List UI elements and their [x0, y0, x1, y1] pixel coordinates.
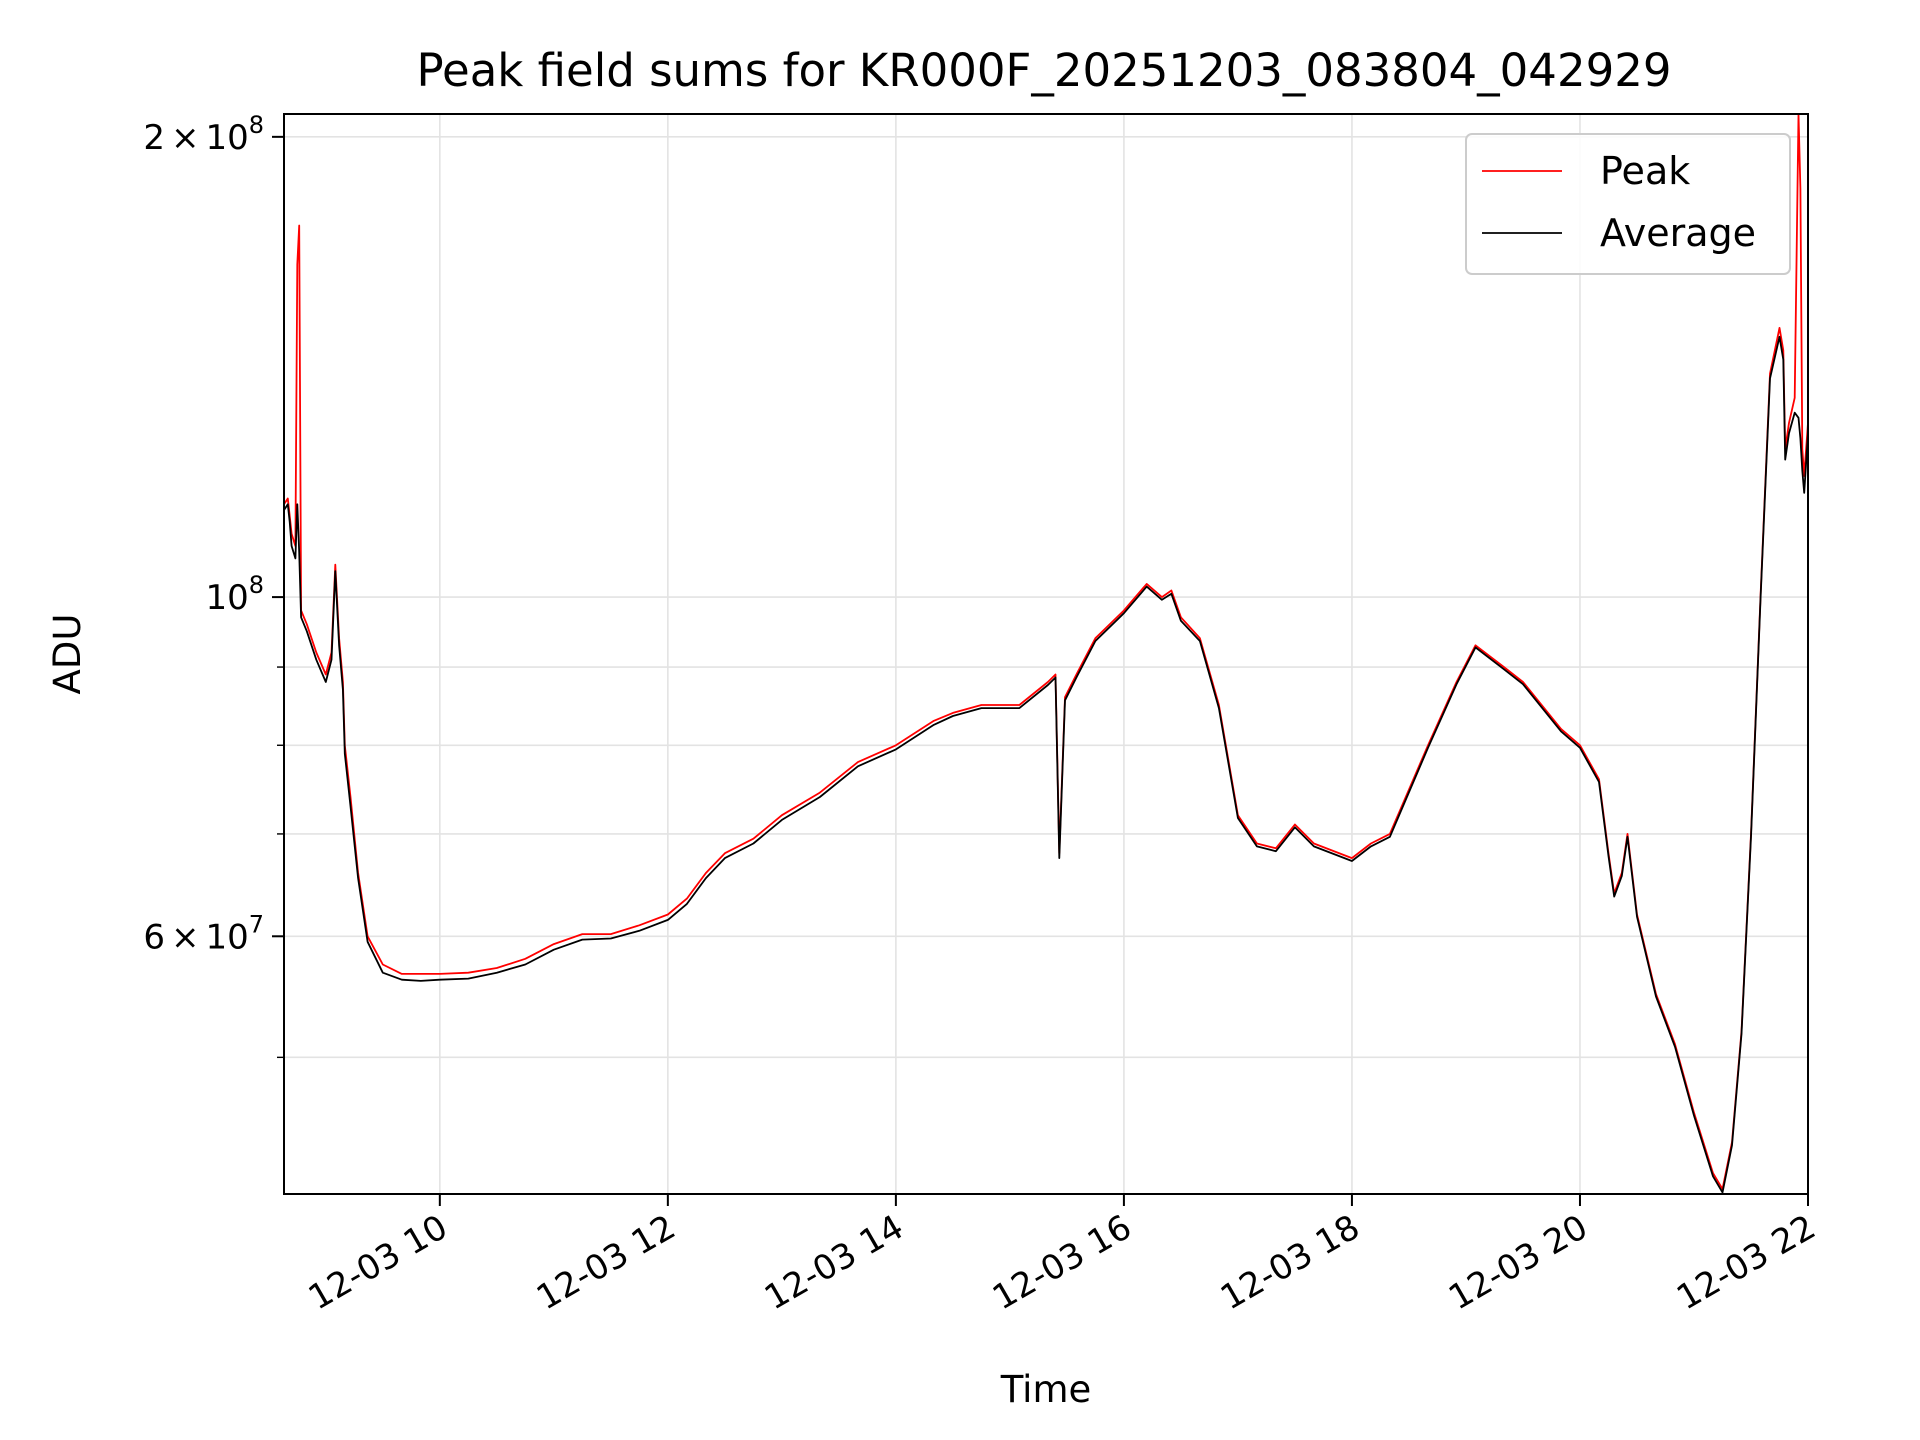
legend-label: Average: [1600, 211, 1756, 255]
legend-box: [1465, 133, 1791, 275]
series-line-average: [284, 335, 1808, 1194]
y-tick-mantissa: 6: [143, 917, 165, 957]
series-line-peak: [284, 114, 1808, 1190]
y-tick-mantissa: 2: [143, 118, 165, 158]
y-tick-base: 10: [205, 917, 248, 957]
y-tick-exponent: 8: [249, 571, 264, 599]
y-tick-times: ×: [171, 118, 200, 158]
y-tick-label: 6 × 107: [143, 910, 264, 957]
chart-title: Peak field sums for KR000F_20251203_0838…: [417, 44, 1672, 97]
legend: Peak Average: [1465, 133, 1791, 275]
y-axis-label: ADU: [46, 614, 89, 695]
legend-label: Peak: [1600, 149, 1690, 193]
y-tick-times: ×: [171, 917, 200, 957]
x-axis-label: Time: [1000, 1368, 1092, 1411]
y-tick-exponent: 7: [249, 910, 264, 938]
series-layer: [284, 114, 1808, 1194]
y-tick-exponent: 8: [249, 111, 264, 139]
y-tick-label: 108: [205, 571, 264, 618]
y-tick-label: 2 × 108: [143, 111, 264, 158]
y-tick-base: 10: [205, 118, 248, 158]
grid: [284, 114, 1809, 1194]
y-tick-base: 10: [205, 578, 248, 618]
plot-frame: [283, 113, 1809, 1195]
